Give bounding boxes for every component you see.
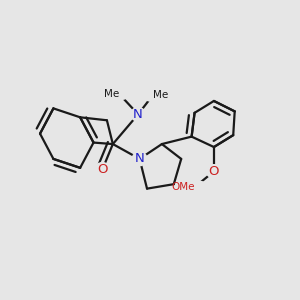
Text: Me: Me <box>153 90 168 100</box>
Text: O: O <box>209 165 219 178</box>
Ellipse shape <box>142 88 164 102</box>
Ellipse shape <box>108 86 130 101</box>
Ellipse shape <box>130 107 146 122</box>
Ellipse shape <box>131 152 148 166</box>
Ellipse shape <box>94 162 111 177</box>
Text: N: N <box>133 108 143 121</box>
Ellipse shape <box>206 164 222 179</box>
Text: OMe: OMe <box>171 182 195 192</box>
Ellipse shape <box>180 180 209 194</box>
Text: O: O <box>97 163 108 176</box>
Text: N: N <box>135 152 145 165</box>
Text: Me: Me <box>103 88 119 98</box>
